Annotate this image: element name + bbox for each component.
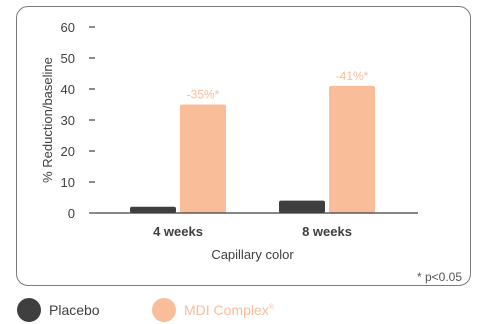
legend-placebo: Placebo xyxy=(17,297,100,323)
y-tick-label: 10 xyxy=(61,175,75,190)
placebo-swatch xyxy=(17,298,41,322)
mdi-complex-swatch xyxy=(152,298,176,322)
y-axis-ticks: 0 10 20 30 40 50 60 xyxy=(61,20,95,221)
y-tick-label: 0 xyxy=(68,206,75,221)
chart-frame xyxy=(16,6,471,286)
bar-placebo-2 xyxy=(279,200,325,213)
x-axis-ticks: 4 weeks 8 weeks xyxy=(153,224,352,239)
bar-mdi-complex-1 xyxy=(180,104,226,213)
y-tick-label: 50 xyxy=(61,51,75,66)
registered-mark: ® xyxy=(268,304,274,311)
placebo-label: Placebo xyxy=(49,302,100,318)
data-label-mdi-complex-2: -41%* xyxy=(336,69,369,83)
x-axis-title: Capillary color xyxy=(211,247,294,262)
x-tick-label: 4 weeks xyxy=(153,224,203,239)
y-tick-label: 30 xyxy=(61,113,75,128)
data-labels-group: -35%* -41%* xyxy=(187,69,369,102)
bar-mdi-complex-2 xyxy=(329,85,375,213)
mdi-complex-label: MDI Complex xyxy=(184,302,269,318)
bars-group xyxy=(130,85,375,213)
bar-placebo-1 xyxy=(130,206,176,213)
data-label-mdi-complex-1: -35%* xyxy=(187,88,220,102)
y-tick-label: 60 xyxy=(61,20,75,35)
x-tick-label: 8 weeks xyxy=(302,224,352,239)
footnote: * p<0.05 xyxy=(417,270,462,284)
y-axis-title: % Reduction/baseline xyxy=(40,57,55,183)
legend-mdi-complex: MDI Complex® xyxy=(152,297,274,323)
y-tick-label: 40 xyxy=(61,82,75,97)
y-tick-label: 20 xyxy=(61,144,75,159)
